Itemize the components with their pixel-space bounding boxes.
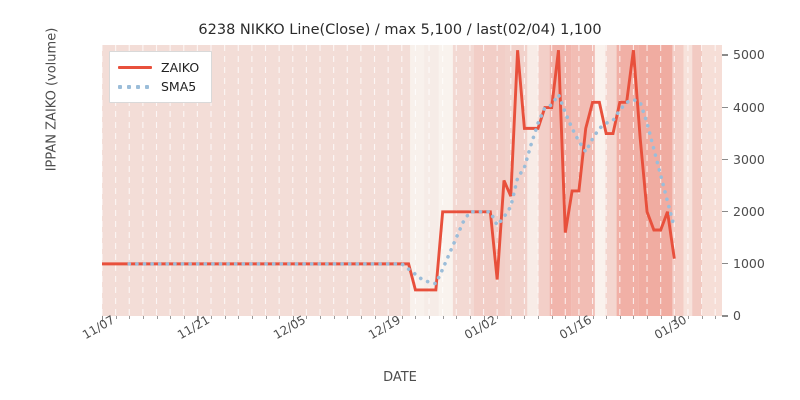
x-tick-label: 12/19 <box>366 312 404 343</box>
y-tick-mark <box>722 262 728 265</box>
x-tick-label: 01/02 <box>461 312 499 343</box>
x-tick-minor <box>129 316 131 320</box>
x-tick-minor <box>183 316 185 320</box>
x-tick-minor <box>701 316 703 320</box>
x-tick-minor <box>565 316 567 320</box>
x-tick-minor <box>347 316 349 320</box>
x-tick-minor <box>606 316 608 320</box>
legend-item-sma5[interactable]: SMA5 <box>118 77 199 96</box>
y-tick-mark <box>722 106 728 109</box>
x-tick-minor <box>660 316 662 320</box>
y-axis-label: IPPAN ZAIKO (volume) <box>44 27 60 172</box>
x-tick-minor <box>401 316 403 320</box>
x-tick-label: 11/21 <box>175 312 213 343</box>
x-tick-minor <box>224 316 226 320</box>
y-tick-label: 1000 <box>733 255 765 271</box>
series-lines <box>102 50 677 292</box>
x-tick-minor <box>170 316 172 320</box>
x-tick-minor <box>633 316 635 320</box>
x-tick-minor <box>360 316 362 320</box>
x-tick-minor <box>374 316 376 320</box>
x-tick-minor <box>715 316 717 320</box>
x-tick-minor <box>592 316 594 320</box>
chart-legend[interactable]: ZAIKO SMA5 <box>109 51 213 103</box>
x-tick-minor <box>510 316 512 320</box>
plot-area <box>102 45 722 316</box>
x-tick-minor <box>429 316 431 320</box>
x-tick-minor <box>238 316 240 320</box>
y-tick-label: 0 <box>733 308 741 323</box>
x-tick-minor <box>442 316 444 320</box>
x-tick-major <box>483 316 485 322</box>
legend-item-zaiko[interactable]: ZAIKO <box>118 58 199 77</box>
y-tick-mark <box>722 54 728 57</box>
y-tick-mark <box>722 158 728 161</box>
x-tick-minor <box>497 316 499 320</box>
y-tick-mark <box>722 210 728 213</box>
x-tick-minor <box>156 316 158 320</box>
x-tick-major <box>674 316 676 322</box>
x-tick-minor <box>456 316 458 320</box>
x-tick-major <box>292 316 295 322</box>
y-tick-label: 3000 <box>733 151 765 167</box>
x-tick-minor <box>333 316 335 320</box>
x-tick-minor <box>415 316 417 320</box>
y-tick-label: 2000 <box>733 203 765 219</box>
x-tick-minor <box>619 316 621 320</box>
x-tick-major <box>197 316 199 322</box>
x-tick-major <box>102 316 104 322</box>
x-tick-minor <box>469 316 471 320</box>
x-tick-label: 11/07 <box>80 312 117 343</box>
x-tick-minor <box>265 316 267 320</box>
x-tick-label: 12/05 <box>270 312 308 343</box>
x-tick-label: 01/30 <box>652 312 690 343</box>
legend-label-zaiko: ZAIKO <box>161 60 200 75</box>
y-tick-mark <box>722 315 728 317</box>
x-axis-label: DATE <box>383 370 417 385</box>
x-tick-minor <box>551 316 553 320</box>
x-tick-minor <box>320 316 322 320</box>
x-tick-minor <box>306 316 308 320</box>
legend-swatch-dotted <box>118 81 152 93</box>
chart-title: 6238 NIKKO Line(Close) / max 5,100 / las… <box>198 22 602 38</box>
x-tick-minor <box>279 316 281 320</box>
x-tick-minor <box>211 316 212 320</box>
x-tick-label: 01/16 <box>556 312 594 343</box>
x-tick-minor <box>142 316 144 320</box>
legend-swatch-solid <box>118 62 152 74</box>
legend-label-sma5: SMA5 <box>161 79 197 94</box>
y-tick-label: 4000 <box>733 99 765 115</box>
x-tick-major <box>578 316 581 322</box>
x-tick-minor <box>115 316 117 320</box>
x-tick-major <box>388 316 390 322</box>
x-tick-minor <box>687 316 689 320</box>
x-tick-minor <box>538 316 540 320</box>
x-tick-minor <box>647 316 649 320</box>
x-tick-minor <box>251 316 253 320</box>
x-tick-minor <box>524 316 526 320</box>
y-tick-label: 5000 <box>733 47 765 63</box>
